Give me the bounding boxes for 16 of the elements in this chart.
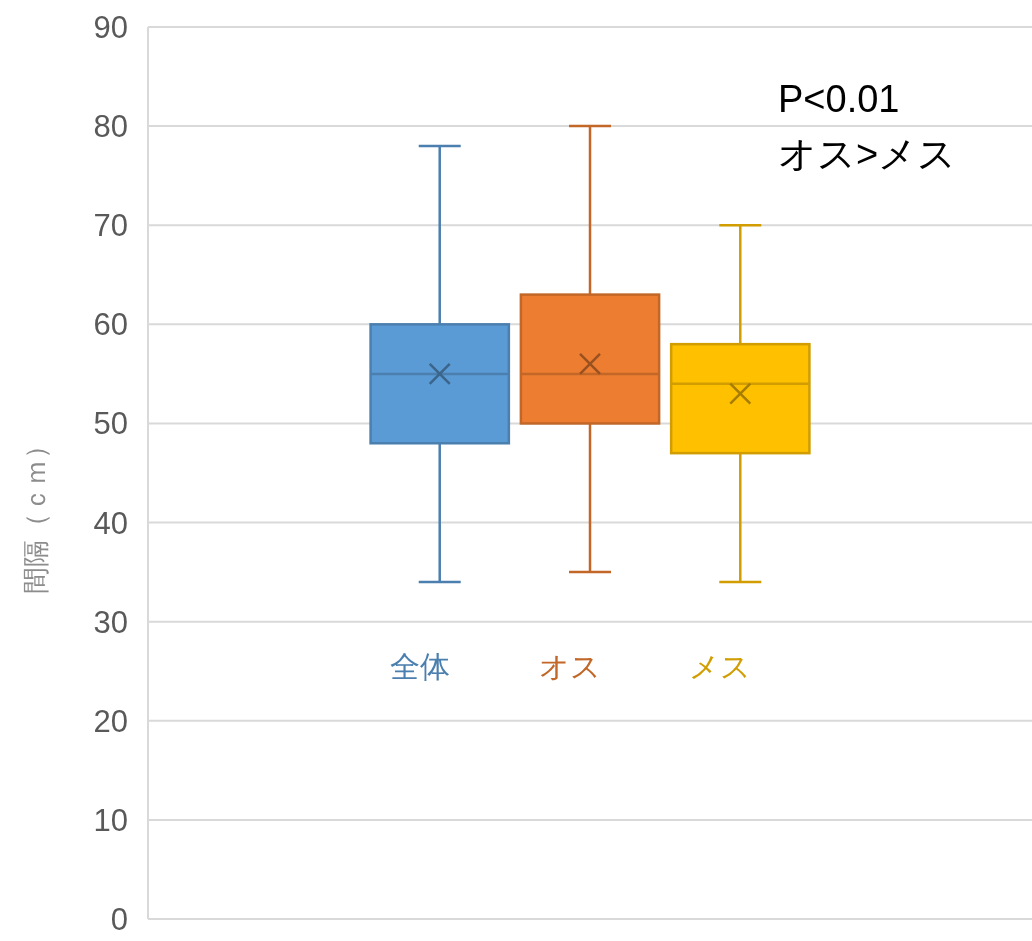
y-tick-label: 0: [110, 902, 128, 937]
y-tick-label: 60: [93, 307, 128, 343]
text: メス: [689, 650, 752, 683]
y-tick-label: 10: [93, 802, 128, 838]
y-tick-label: 80: [93, 109, 128, 145]
text: 全体: [389, 650, 450, 683]
y-tick-label: 50: [93, 406, 128, 442]
y-tick-label: 20: [93, 703, 128, 739]
y-tick-label: 30: [93, 604, 128, 640]
annotation: P<0.01: [778, 78, 900, 120]
annotation: オス>メス: [778, 133, 957, 175]
text: オス: [539, 650, 601, 683]
y-tick-label: 70: [93, 208, 128, 244]
y-tick-label: 90: [93, 10, 128, 45]
y-tick-label: 40: [93, 505, 128, 541]
y-axis-title: 間隔（ｃｍ）: [21, 432, 51, 594]
